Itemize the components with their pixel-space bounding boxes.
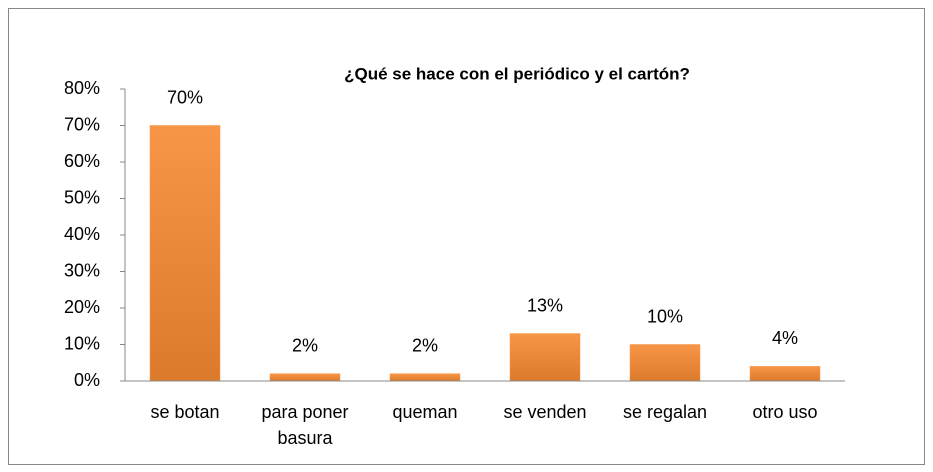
y-tick-label: 40% [64, 224, 100, 244]
x-tick-label-box: se botan [150, 402, 220, 422]
x-tick-label-box: queman [392, 402, 458, 422]
x-tick-label-box: se venden [503, 402, 587, 422]
data-label: 13% [527, 295, 563, 315]
y-tick-label: 10% [64, 333, 100, 353]
x-tick-label-box: otro uso [752, 402, 818, 422]
y-tick-label: 50% [64, 187, 100, 207]
x-tick-label: se regalan [622, 402, 708, 422]
y-tick-label: 80% [64, 78, 100, 98]
bar [509, 333, 581, 382]
chart-title: ¿Qué se hace con el periódico y el cartó… [344, 64, 690, 83]
x-tick-label: se venden [503, 402, 587, 422]
data-label: 10% [647, 306, 683, 326]
x-tick-label: se botan [150, 402, 220, 422]
y-tick-label: 60% [64, 151, 100, 171]
y-tick-label: 30% [64, 260, 100, 280]
bar [389, 373, 461, 382]
bar [269, 373, 341, 382]
x-tick-label-box: para poner basura [261, 402, 349, 448]
x-tick-label-box: se regalan [622, 402, 708, 422]
y-tick-label: 70% [64, 114, 100, 134]
x-tick-label: para poner basura [261, 402, 349, 448]
data-label: 2% [412, 335, 438, 355]
bar [149, 125, 221, 382]
data-label: 2% [292, 335, 318, 355]
bar [629, 344, 701, 382]
y-tick-label: 20% [64, 297, 100, 317]
x-tick-label: queman [392, 402, 458, 422]
data-label: 4% [772, 328, 798, 348]
y-tick-label: 0% [74, 370, 100, 390]
bar [749, 366, 821, 382]
x-tick-label: otro uso [752, 402, 818, 422]
data-label: 70% [167, 87, 203, 107]
